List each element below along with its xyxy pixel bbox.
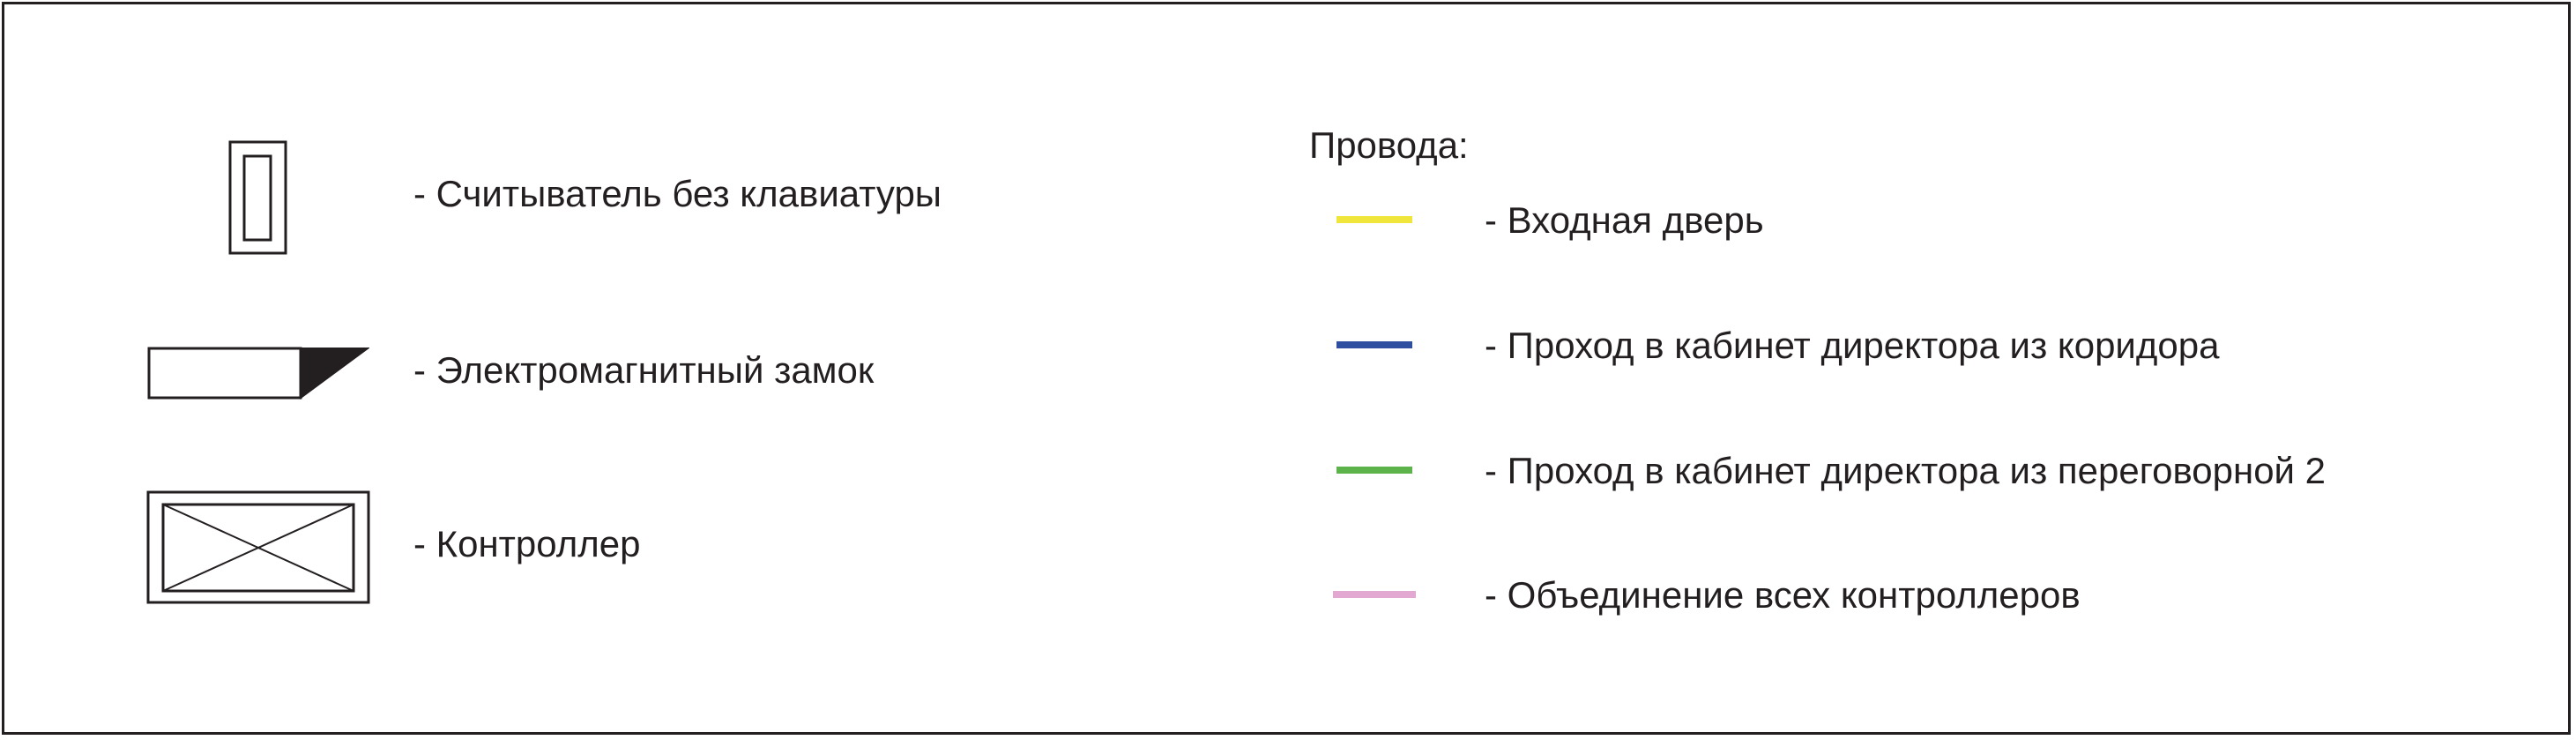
reader-label: - Считыватель без клавиатуры [413,173,942,214]
electromagnetic-lock-label: - Электромагнитный замок [413,349,875,391]
wires-title: Провода: [1309,124,1469,166]
wire-label-corridor: - Проход в кабинет директора из коридора [1485,325,2220,366]
controller-label: - Контроллер [413,523,641,564]
controller-icon [146,490,370,604]
electromagnetic-lock-icon [147,347,369,400]
pink-wire-swatch [1333,591,1416,598]
blue-wire-swatch [1336,341,1412,348]
reader-icon [228,140,287,255]
yellow-wire-swatch [1336,216,1412,223]
wire-label-entrance: - Входная дверь [1485,199,1764,241]
wire-label-meeting-room: - Проход в кабинет директора из перегово… [1485,450,2327,491]
wire-label-controllers: - Объединение всех контроллеров [1485,574,2081,616]
green-wire-swatch [1336,467,1412,474]
